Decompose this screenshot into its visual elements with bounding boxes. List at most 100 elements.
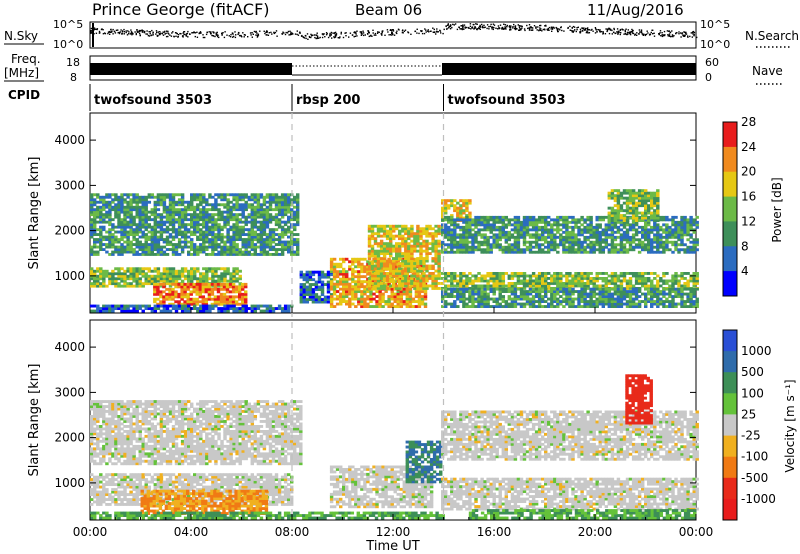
nsky-point [667, 35, 669, 37]
heatmap-cell [156, 304, 161, 308]
heatmap-cell [120, 223, 124, 227]
heatmap-cell [416, 287, 420, 290]
heatmap-cell [299, 275, 304, 279]
heatmap-cell [229, 248, 233, 251]
heatmap-cell [235, 243, 239, 246]
heatmap-cell [465, 240, 469, 244]
heatmap-cell [537, 243, 542, 247]
heatmap-cell [274, 193, 279, 197]
heatmap-cell [314, 270, 319, 274]
heatmap-cell [180, 208, 185, 212]
heatmap-cell [407, 252, 411, 255]
heatmap-cell [474, 230, 478, 234]
heatmap-cell [208, 243, 212, 246]
heatmap-cell [190, 253, 194, 256]
heatmap-cell [196, 238, 200, 241]
heatmap-cell [357, 272, 361, 276]
heatmap-cell [208, 307, 212, 310]
heatmap-cell [329, 278, 334, 282]
heatmap-cell [293, 233, 297, 236]
heatmap-cell [345, 295, 349, 298]
nsky-point [421, 32, 424, 35]
heatmap-cell [396, 300, 400, 303]
heatmap-cell [231, 302, 236, 306]
heatmap-cell [428, 267, 432, 270]
heatmap-cell [144, 253, 148, 256]
heatmap-cell [277, 213, 282, 217]
heatmap-cell [90, 253, 94, 256]
heatmap-cell [274, 213, 279, 217]
heatmap-cell [662, 245, 666, 249]
heatmap-cell [168, 297, 172, 301]
heatmap-cell [513, 238, 518, 242]
nsky-point [322, 34, 324, 36]
heatmap-cell [441, 201, 445, 205]
heatmap-cell [379, 227, 384, 231]
heatmap-cell [345, 270, 349, 274]
heatmap-cell [595, 218, 599, 222]
heatmap-cell [108, 205, 112, 209]
heatmap-cell [317, 288, 322, 291]
heatmap-cell [141, 282, 145, 286]
nsky-point [548, 26, 551, 29]
heatmap-cell [265, 223, 270, 227]
heatmap-cell [165, 307, 170, 310]
heatmap-cell [525, 218, 530, 222]
heatmap-cell [656, 245, 660, 249]
nsky-point [471, 26, 473, 29]
heatmap-cell [425, 279, 429, 283]
heatmap-cell [607, 228, 612, 232]
heatmap-cell [277, 248, 282, 251]
heatmap-cell [434, 232, 438, 236]
heatmap-cell [201, 287, 206, 291]
heatmap-cell [126, 243, 130, 246]
heatmap-cell [428, 284, 432, 288]
nsky-point [445, 25, 447, 27]
heatmap-cell [214, 253, 218, 256]
heatmap-cell [604, 233, 609, 237]
heatmap-cell [345, 287, 349, 291]
heatmap-cell [480, 220, 484, 224]
heatmap-cell [229, 245, 233, 249]
heatmap-cell [392, 257, 396, 260]
nsky-point [592, 30, 594, 32]
heatmap-cell [434, 287, 438, 290]
nsky-point [583, 27, 585, 29]
heatmap-cell [483, 215, 487, 219]
heatmap-cell [516, 243, 521, 247]
heatmap-cell [153, 228, 158, 232]
heatmap-cell [308, 285, 313, 289]
heatmap-cell [456, 214, 460, 217]
nsky-point [404, 29, 407, 31]
heatmap-cell [117, 269, 121, 273]
heatmap-cell [320, 298, 325, 301]
heatmap-cell [342, 287, 346, 291]
heatmap-cell [162, 215, 167, 219]
heatmap-cell [150, 208, 155, 212]
heatmap-cell [450, 201, 454, 205]
heatmap-cell [453, 225, 457, 229]
heatmap-cell [180, 210, 185, 214]
heatmap-cell [366, 270, 370, 274]
heatmap-cell [437, 244, 441, 248]
nsky-point [290, 33, 292, 35]
heatmap-cell [190, 274, 194, 278]
heatmap-cell [434, 254, 438, 258]
heatmap-cell [507, 233, 512, 237]
heatmap-cell [213, 297, 218, 301]
heatmap-cell [431, 264, 435, 268]
heatmap-cell [583, 230, 587, 234]
heatmap-cell [171, 208, 176, 212]
heatmap-cell [156, 250, 161, 254]
nsky-point [265, 34, 267, 36]
heatmap-cell [250, 245, 255, 249]
nsky-point [288, 34, 290, 36]
heatmap-cell [283, 195, 288, 199]
heatmap-cell [348, 285, 352, 289]
heatmap-cell [244, 302, 248, 306]
heatmap-cell [141, 218, 145, 222]
nsky-point [432, 27, 434, 29]
heatmap-cell [382, 244, 387, 248]
heatmap-cell [244, 228, 248, 232]
heatmap-cell [102, 218, 106, 222]
